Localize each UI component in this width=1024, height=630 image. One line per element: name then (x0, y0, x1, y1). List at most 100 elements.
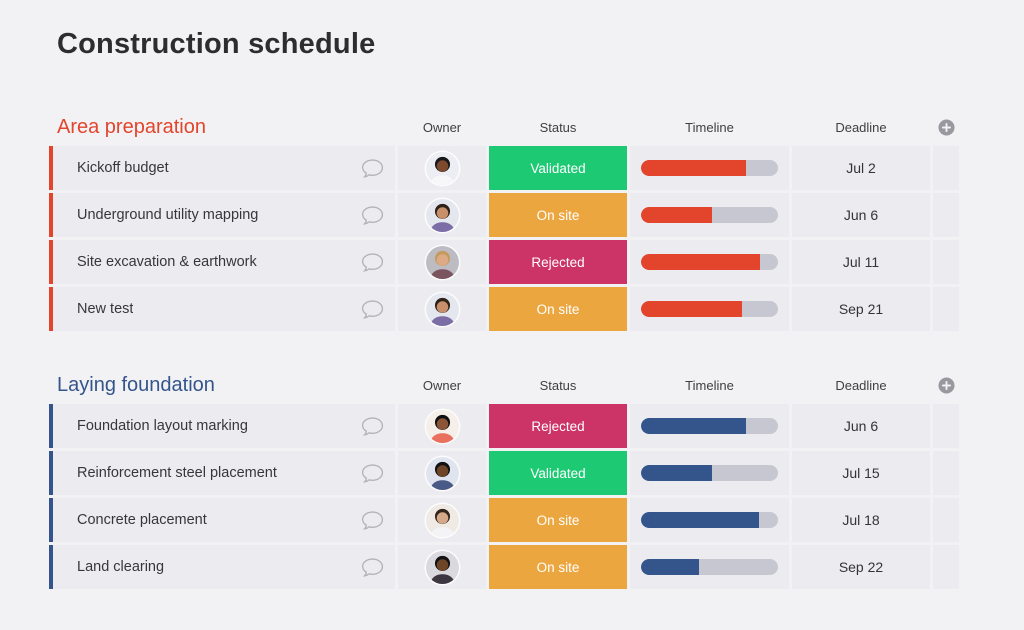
status-badge[interactable]: Validated (489, 146, 627, 190)
deadline-cell[interactable]: Jun 6 (792, 193, 930, 237)
comment-bubble-icon[interactable] (359, 507, 386, 534)
owner-cell[interactable] (398, 193, 486, 237)
timeline-cell[interactable] (630, 287, 789, 331)
task-cell[interactable]: Kickoff budget (49, 146, 395, 190)
group-color-bar (49, 498, 53, 542)
table-row: Underground utility mapping On site Jun … (49, 193, 959, 237)
deadline-cell[interactable]: Jul 11 (792, 240, 930, 284)
timeline-fill (641, 254, 761, 270)
task-cell[interactable]: Reinforcement steel placement (49, 451, 395, 495)
task-cell[interactable]: Underground utility mapping (49, 193, 395, 237)
timeline-cell[interactable] (630, 451, 789, 495)
owner-avatar[interactable] (425, 503, 459, 537)
owner-cell[interactable] (398, 404, 486, 448)
task-cell[interactable]: Concrete placement (49, 498, 395, 542)
comment-bubble-icon[interactable] (359, 460, 386, 487)
status-badge[interactable]: On site (489, 545, 627, 589)
group-title[interactable]: Area preparation (57, 115, 206, 138)
timeline-cell[interactable] (630, 404, 789, 448)
timeline-bar (641, 559, 778, 575)
comment-bubble-icon[interactable] (359, 413, 386, 440)
empty-cell (933, 545, 959, 589)
comment-bubble-icon[interactable] (359, 249, 386, 276)
add-column-button[interactable] (933, 118, 959, 136)
timeline-bar (641, 160, 778, 176)
owner-avatar[interactable] (425, 198, 459, 232)
owner-avatar[interactable] (425, 409, 459, 443)
group-color-bar (49, 146, 53, 190)
timeline-cell[interactable] (630, 193, 789, 237)
group-color-bar (49, 404, 53, 448)
owner-cell[interactable] (398, 545, 486, 589)
status-badge[interactable]: On site (489, 193, 627, 237)
column-header-deadline[interactable]: Deadline (835, 119, 887, 135)
owner-avatar[interactable] (425, 245, 459, 279)
owner-cell[interactable] (398, 498, 486, 542)
column-header-owner[interactable]: Owner (422, 377, 462, 393)
task-name: Reinforcement steel placement (77, 465, 277, 481)
empty-cell (933, 240, 959, 284)
column-header-status[interactable]: Status (539, 119, 577, 135)
status-badge[interactable]: Rejected (489, 240, 627, 284)
column-header-deadline[interactable]: Deadline (835, 377, 887, 393)
board-title[interactable]: Construction schedule (57, 28, 376, 60)
deadline-cell[interactable]: Sep 21 (792, 287, 930, 331)
owner-cell[interactable] (398, 146, 486, 190)
timeline-bar (641, 207, 778, 223)
add-column-button[interactable] (933, 376, 959, 394)
task-cell[interactable]: Land clearing (49, 545, 395, 589)
owner-avatar[interactable] (425, 151, 459, 185)
timeline-cell[interactable] (630, 146, 789, 190)
group-header: Laying foundation Owner Status Timeline … (49, 366, 959, 404)
owner-avatar[interactable] (425, 550, 459, 584)
group-color-bar (49, 545, 53, 589)
timeline-cell[interactable] (630, 498, 789, 542)
comment-bubble-icon[interactable] (359, 296, 386, 323)
task-cell[interactable]: New test (49, 287, 395, 331)
timeline-fill (641, 559, 699, 575)
column-header-timeline[interactable]: Timeline (685, 377, 734, 393)
table-row: Land clearing On site Sep 22 (49, 545, 959, 589)
task-name: Site excavation & earthwork (77, 254, 257, 270)
timeline-cell[interactable] (630, 545, 789, 589)
group-title[interactable]: Laying foundation (57, 373, 215, 396)
deadline-cell[interactable]: Jun 6 (792, 404, 930, 448)
owner-avatar[interactable] (425, 456, 459, 490)
empty-cell (933, 404, 959, 448)
task-cell[interactable]: Site excavation & earthwork (49, 240, 395, 284)
deadline-cell[interactable]: Jul 2 (792, 146, 930, 190)
timeline-cell[interactable] (630, 240, 789, 284)
empty-cell (933, 146, 959, 190)
column-header-owner[interactable]: Owner (422, 119, 462, 135)
task-cell[interactable]: Foundation layout marking (49, 404, 395, 448)
owner-cell[interactable] (398, 287, 486, 331)
comment-bubble-icon[interactable] (359, 155, 386, 182)
plus-icon (937, 118, 955, 136)
empty-cell (933, 287, 959, 331)
status-badge[interactable]: Validated (489, 451, 627, 495)
status-badge[interactable]: On site (489, 498, 627, 542)
task-name: Kickoff budget (77, 160, 169, 176)
table-row: New test On site Sep 21 (49, 287, 959, 331)
timeline-bar (641, 418, 778, 434)
deadline-cell[interactable]: Sep 22 (792, 545, 930, 589)
comment-bubble-icon[interactable] (359, 554, 386, 581)
deadline-cell[interactable]: Jul 15 (792, 451, 930, 495)
timeline-fill (641, 160, 747, 176)
column-header-timeline[interactable]: Timeline (685, 119, 734, 135)
plus-icon (937, 376, 955, 394)
status-badge[interactable]: Rejected (489, 404, 627, 448)
owner-avatar[interactable] (425, 292, 459, 326)
column-header-status[interactable]: Status (539, 377, 577, 393)
group-area-preparation: Area preparation Owner Status Timeline D… (49, 108, 959, 334)
group-color-bar (49, 287, 53, 331)
comment-bubble-icon[interactable] (359, 202, 386, 229)
deadline-cell[interactable]: Jul 18 (792, 498, 930, 542)
owner-cell[interactable] (398, 240, 486, 284)
timeline-fill (641, 418, 747, 434)
timeline-bar (641, 465, 778, 481)
owner-cell[interactable] (398, 451, 486, 495)
table-row: Concrete placement On site Jul 18 (49, 498, 959, 542)
status-badge[interactable]: On site (489, 287, 627, 331)
